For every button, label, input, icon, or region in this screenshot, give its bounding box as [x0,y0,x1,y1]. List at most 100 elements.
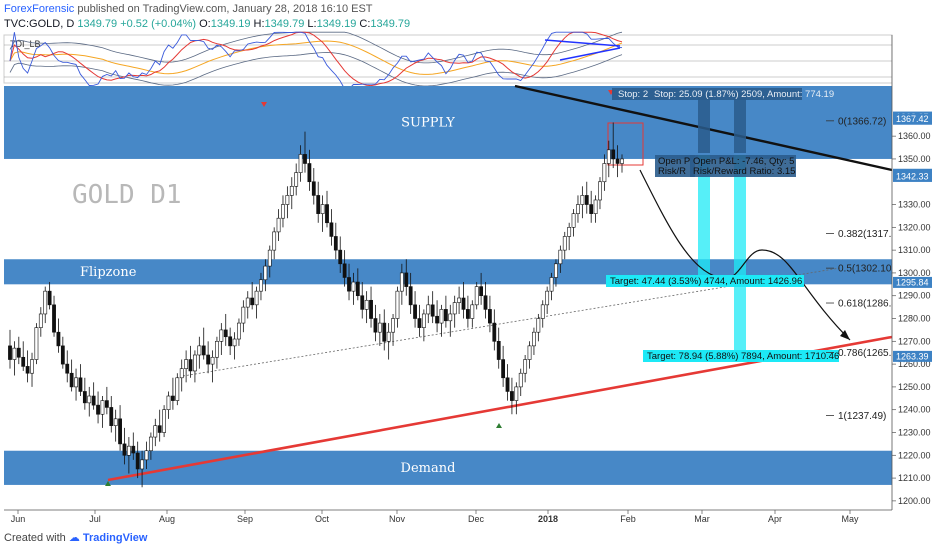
candle-body [96,404,100,415]
candle-body [457,297,461,303]
high-value: 1349.79 [264,18,305,30]
candle-body [311,181,316,196]
candle-body [364,299,369,310]
y-tick-label: 1230.00 [898,427,931,437]
candle-body [179,368,184,379]
candle-body [307,163,312,183]
candle-body [21,356,26,367]
candle-body [34,327,39,360]
candle-body [360,295,365,310]
footer: Created with ☁ TradingView [4,531,147,544]
price-tag-label: 1367.42 [896,114,929,124]
x-tick-label: Dec [468,514,485,524]
y-tick-label: 1280.00 [898,314,931,324]
candle-body [276,217,281,233]
zone-label-supply: SUPPLY [401,115,455,130]
candle-body [501,359,506,379]
candle-body [201,345,206,356]
author-link[interactable]: ForexForensic [4,3,75,15]
candle-body [272,231,277,251]
candle-body [338,249,343,265]
y-tick-label: 1320.00 [898,222,931,232]
candle-body [518,372,523,388]
candle-body [254,290,259,306]
candle-body [144,450,149,461]
candle-body [148,436,153,452]
candle-body [598,181,602,201]
candle-body [316,195,321,214]
candle-body [100,400,105,415]
candle-body [263,265,268,281]
tdi-price-line [9,31,623,90]
price-change: +0.52 (+0.04%) [120,18,197,30]
tdi-trendline-lower [559,47,621,61]
candle-body [584,195,589,205]
candle-body [492,322,497,342]
price-axis-ticks: 1200.00 1210.00 1220.00 1230.00 1240.00 1250.… [892,131,931,506]
x-tick-label: Jun [11,514,26,524]
candle-body [452,302,457,315]
candle-body [171,395,175,401]
risk-label-2: Risk/Reward Ratio: 3.15 [693,166,795,177]
price-tag-label: 1295.84 [896,277,929,287]
candle-body [175,377,180,401]
candle-body [488,309,492,324]
candle-body [399,272,404,292]
target-zone-2 [734,155,746,355]
candle-body [157,425,162,433]
zone-demand [4,450,892,485]
candle-body [386,331,391,342]
candle-body [593,199,598,214]
stop-label-box [612,88,802,100]
candle-body [12,347,17,360]
candle-body [483,295,488,310]
candle-body [223,329,228,338]
candle-body [532,331,536,347]
candle-body [329,222,334,237]
y-tick-label: 1220.00 [898,450,931,460]
time-axis-ticks[interactable]: Jun Jul Aug Sep Oct Nov Dec 2018 Feb Mar Apr May [11,510,859,524]
candle-body [576,204,580,214]
fib-label: 0.618(1286.8 [838,299,897,310]
candle-body [395,290,400,319]
fib-label: 1(1237.49) [838,411,886,422]
tdi-signal-line [9,31,623,87]
x-tick-label: Mar [694,514,710,524]
x-tick-label: Nov [389,514,406,524]
risk-label-1: Risk/R [658,166,686,177]
dotted-trendline [182,267,841,377]
candle-body [443,309,448,322]
candle-body [47,290,52,306]
candle-body [91,395,96,406]
candle-body [347,277,351,292]
stop-label-short: Stop: 2 [618,89,648,100]
candle-body [56,331,61,347]
candle-body [118,418,122,445]
candle-body [188,359,193,372]
footer-created-with: Created with [4,532,66,544]
candle-body [373,318,378,333]
candle-body [281,204,285,219]
y-tick-label: 1360.00 [898,131,931,141]
projection-arrowhead [840,330,850,340]
candle-body [104,400,109,408]
candle-body [567,227,572,237]
candle-body [206,354,211,365]
candle-body [82,391,87,404]
open-pnl-box-1 [655,155,695,177]
entry-box [607,122,644,166]
tradingview-brand[interactable]: TradingView [82,532,148,544]
y-tick-label: 1300.00 [898,268,931,278]
stop-label: Stop: 25.09 (1.87%) 2509, Amount: 774.19 [654,89,834,100]
close-label: C: [359,18,371,30]
open-value: 1349.19 [210,18,251,30]
x-tick-label: Sep [237,514,253,524]
chart-title: GOLD D1 [72,180,182,210]
candle-body [228,336,233,347]
price-tag-label: 1263.39 [896,351,929,361]
price-tag-box [893,350,932,362]
candle-body [135,452,140,470]
candle-body [250,297,255,306]
candle-body [448,313,453,322]
